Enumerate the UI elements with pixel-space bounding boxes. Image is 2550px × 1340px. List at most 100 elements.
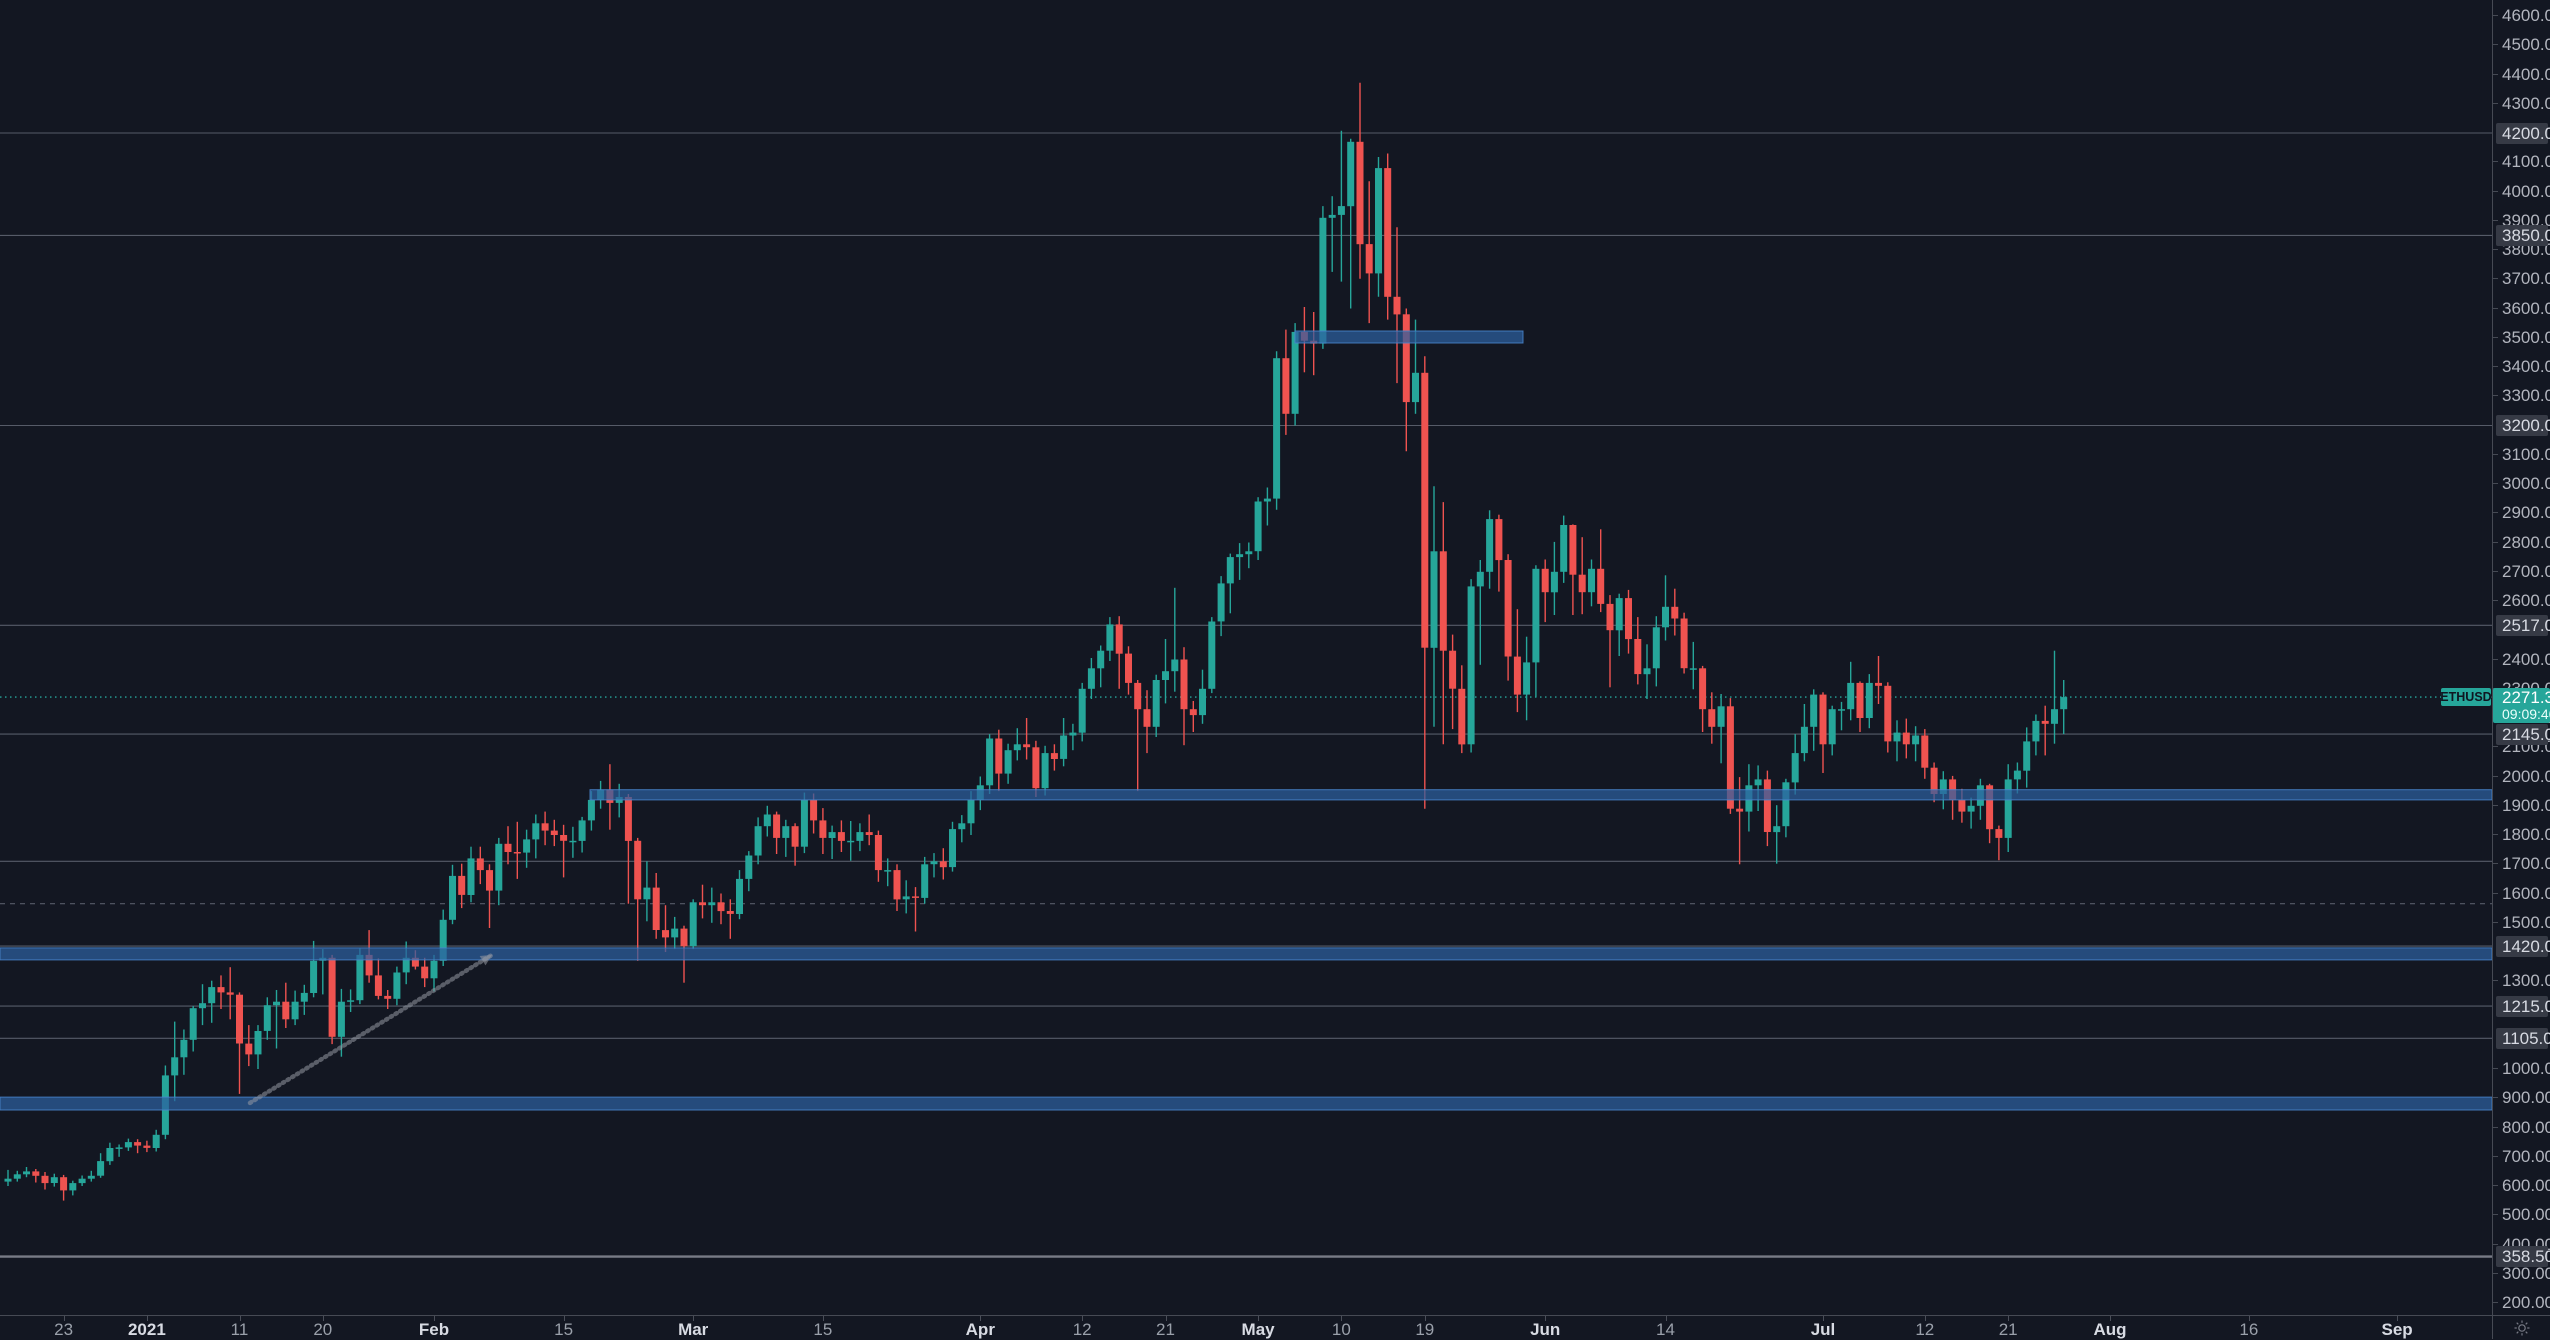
price-tick-mark: [2493, 15, 2498, 16]
price-tick-mark: [2493, 658, 2498, 660]
candle: [143, 1140, 151, 1153]
candle: [171, 1021, 179, 1102]
candle: [754, 817, 762, 865]
price-level-label: 4200.00: [2496, 122, 2550, 144]
time-tick-label: 12: [1915, 1320, 1935, 1339]
candle: [1912, 726, 1920, 762]
candle: [2013, 762, 2021, 794]
candle: [1671, 588, 1679, 636]
candle: [1023, 718, 1031, 760]
candle: [1476, 560, 1484, 665]
chart-pane[interactable]: [0, 0, 2492, 1315]
price-level-label: 1215.00: [2496, 995, 2550, 1017]
candle: [1884, 682, 1892, 753]
candle: [115, 1144, 123, 1157]
candle: [1643, 644, 1651, 699]
price-tick-mark: [2493, 483, 2498, 484]
candle: [476, 846, 484, 885]
candle: [504, 826, 512, 865]
support-resistance-zone[interactable]: [1294, 330, 1524, 344]
candle: [1615, 593, 1623, 656]
axis-corner[interactable]: [2492, 1315, 2550, 1339]
time-tick-mark: [1165, 1316, 1167, 1321]
candle: [1078, 682, 1086, 742]
price-tick-mark: [2493, 921, 2498, 923]
candle: [106, 1142, 114, 1165]
price-tick-label: 3600.00: [2493, 299, 2550, 318]
time-tick-mark: [563, 1316, 565, 1321]
support-resistance-zone[interactable]: [0, 1096, 2492, 1111]
time-tick-label: 15: [554, 1320, 574, 1339]
candle: [569, 826, 577, 858]
candle: [986, 734, 994, 794]
candle: [1134, 680, 1142, 792]
time-tick-label: Mar: [678, 1320, 709, 1339]
time-tick-mark: [1424, 1316, 1426, 1321]
candle: [1773, 805, 1781, 864]
price-level-label: 1105.00: [2496, 1027, 2550, 1049]
price-tick-mark: [2493, 804, 2498, 806]
candle: [1217, 576, 1225, 637]
candle: [523, 829, 531, 868]
candle: [1847, 661, 1855, 721]
candle: [1467, 579, 1475, 753]
price-tick-label: 2600.00: [2493, 592, 2550, 610]
time-tick-mark: [239, 1316, 241, 1321]
time-tick-label: 11: [230, 1320, 249, 1339]
candle: [2032, 714, 2040, 756]
candle: [1662, 575, 1669, 641]
support-resistance-zone[interactable]: [0, 947, 2492, 961]
candle: [1523, 636, 1531, 721]
candle: [1402, 308, 1410, 452]
candle: [615, 783, 623, 818]
price-tick-label: 500.00: [2493, 1206, 2550, 1224]
candle: [245, 1025, 253, 1067]
price-tick-mark: [2493, 512, 2498, 514]
candle: [856, 823, 864, 852]
price-tick-label: 900.00: [2493, 1089, 2550, 1107]
price-tick-mark: [2493, 834, 2498, 835]
candle: [995, 729, 1003, 792]
time-tick-mark: [693, 1316, 695, 1321]
price-level-label: 3850.00: [2496, 224, 2550, 246]
price-tick-label: 800.00: [2493, 1118, 2550, 1137]
candle: [1282, 329, 1290, 435]
price-tick-mark: [2493, 600, 2498, 601]
time-axis[interactable]: 23 2021 11 20 Feb 15 Mar 15 Apr 12 21 May 10 19 Jun 14 J…: [0, 1315, 2492, 1339]
candle: [1319, 206, 1327, 349]
price-tick-label: 2000.00: [2493, 767, 2550, 786]
price-tick-label: 4000.00: [2493, 182, 2550, 201]
candle: [347, 989, 355, 1012]
price-tick-label: 1800.00: [2493, 826, 2550, 844]
candle: [624, 794, 632, 904]
candle: [912, 887, 919, 932]
candle: [921, 856, 929, 904]
trendline[interactable]: [247, 952, 495, 1106]
candle: [541, 811, 549, 846]
candle: [1384, 153, 1392, 320]
candle: [828, 825, 836, 859]
price-tick-label: 700.00: [2493, 1147, 2550, 1166]
price-tick-mark: [2493, 278, 2498, 280]
price-level-label: 2517.00: [2496, 614, 2550, 636]
candle: [393, 966, 401, 1006]
price-tick-mark: [2493, 395, 2498, 397]
time-tick-mark: [1082, 1316, 1084, 1321]
price-tick-label: 3000.00: [2493, 475, 2550, 493]
candle: [1347, 138, 1355, 309]
candle: [495, 837, 503, 906]
candle: [1652, 616, 1660, 687]
time-tick-label: Jun: [1530, 1320, 1561, 1339]
candle: [1032, 740, 1040, 797]
candle: [1819, 692, 1827, 773]
support-resistance-zone[interactable]: [589, 789, 2492, 801]
candle: [717, 893, 725, 925]
theme-sun-icon[interactable]: [2514, 1320, 2530, 1336]
candle: [634, 837, 642, 961]
candle: [884, 858, 892, 887]
price-axis[interactable]: 2271.36 09:09:40 4600.00 4500.00 4400.00 43…: [2492, 0, 2550, 1315]
candle: [208, 980, 216, 1023]
price-tick-mark: [2493, 1097, 2498, 1099]
candle: [1365, 181, 1373, 324]
price-tick-mark: [2493, 892, 2498, 894]
